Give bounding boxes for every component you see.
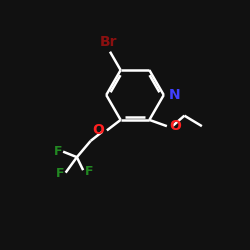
Text: O: O <box>169 119 181 133</box>
Text: O: O <box>92 123 104 137</box>
Text: Br: Br <box>100 35 117 49</box>
Text: F: F <box>54 145 62 158</box>
Text: F: F <box>56 168 64 180</box>
Text: F: F <box>84 165 93 178</box>
Text: N: N <box>168 88 180 102</box>
